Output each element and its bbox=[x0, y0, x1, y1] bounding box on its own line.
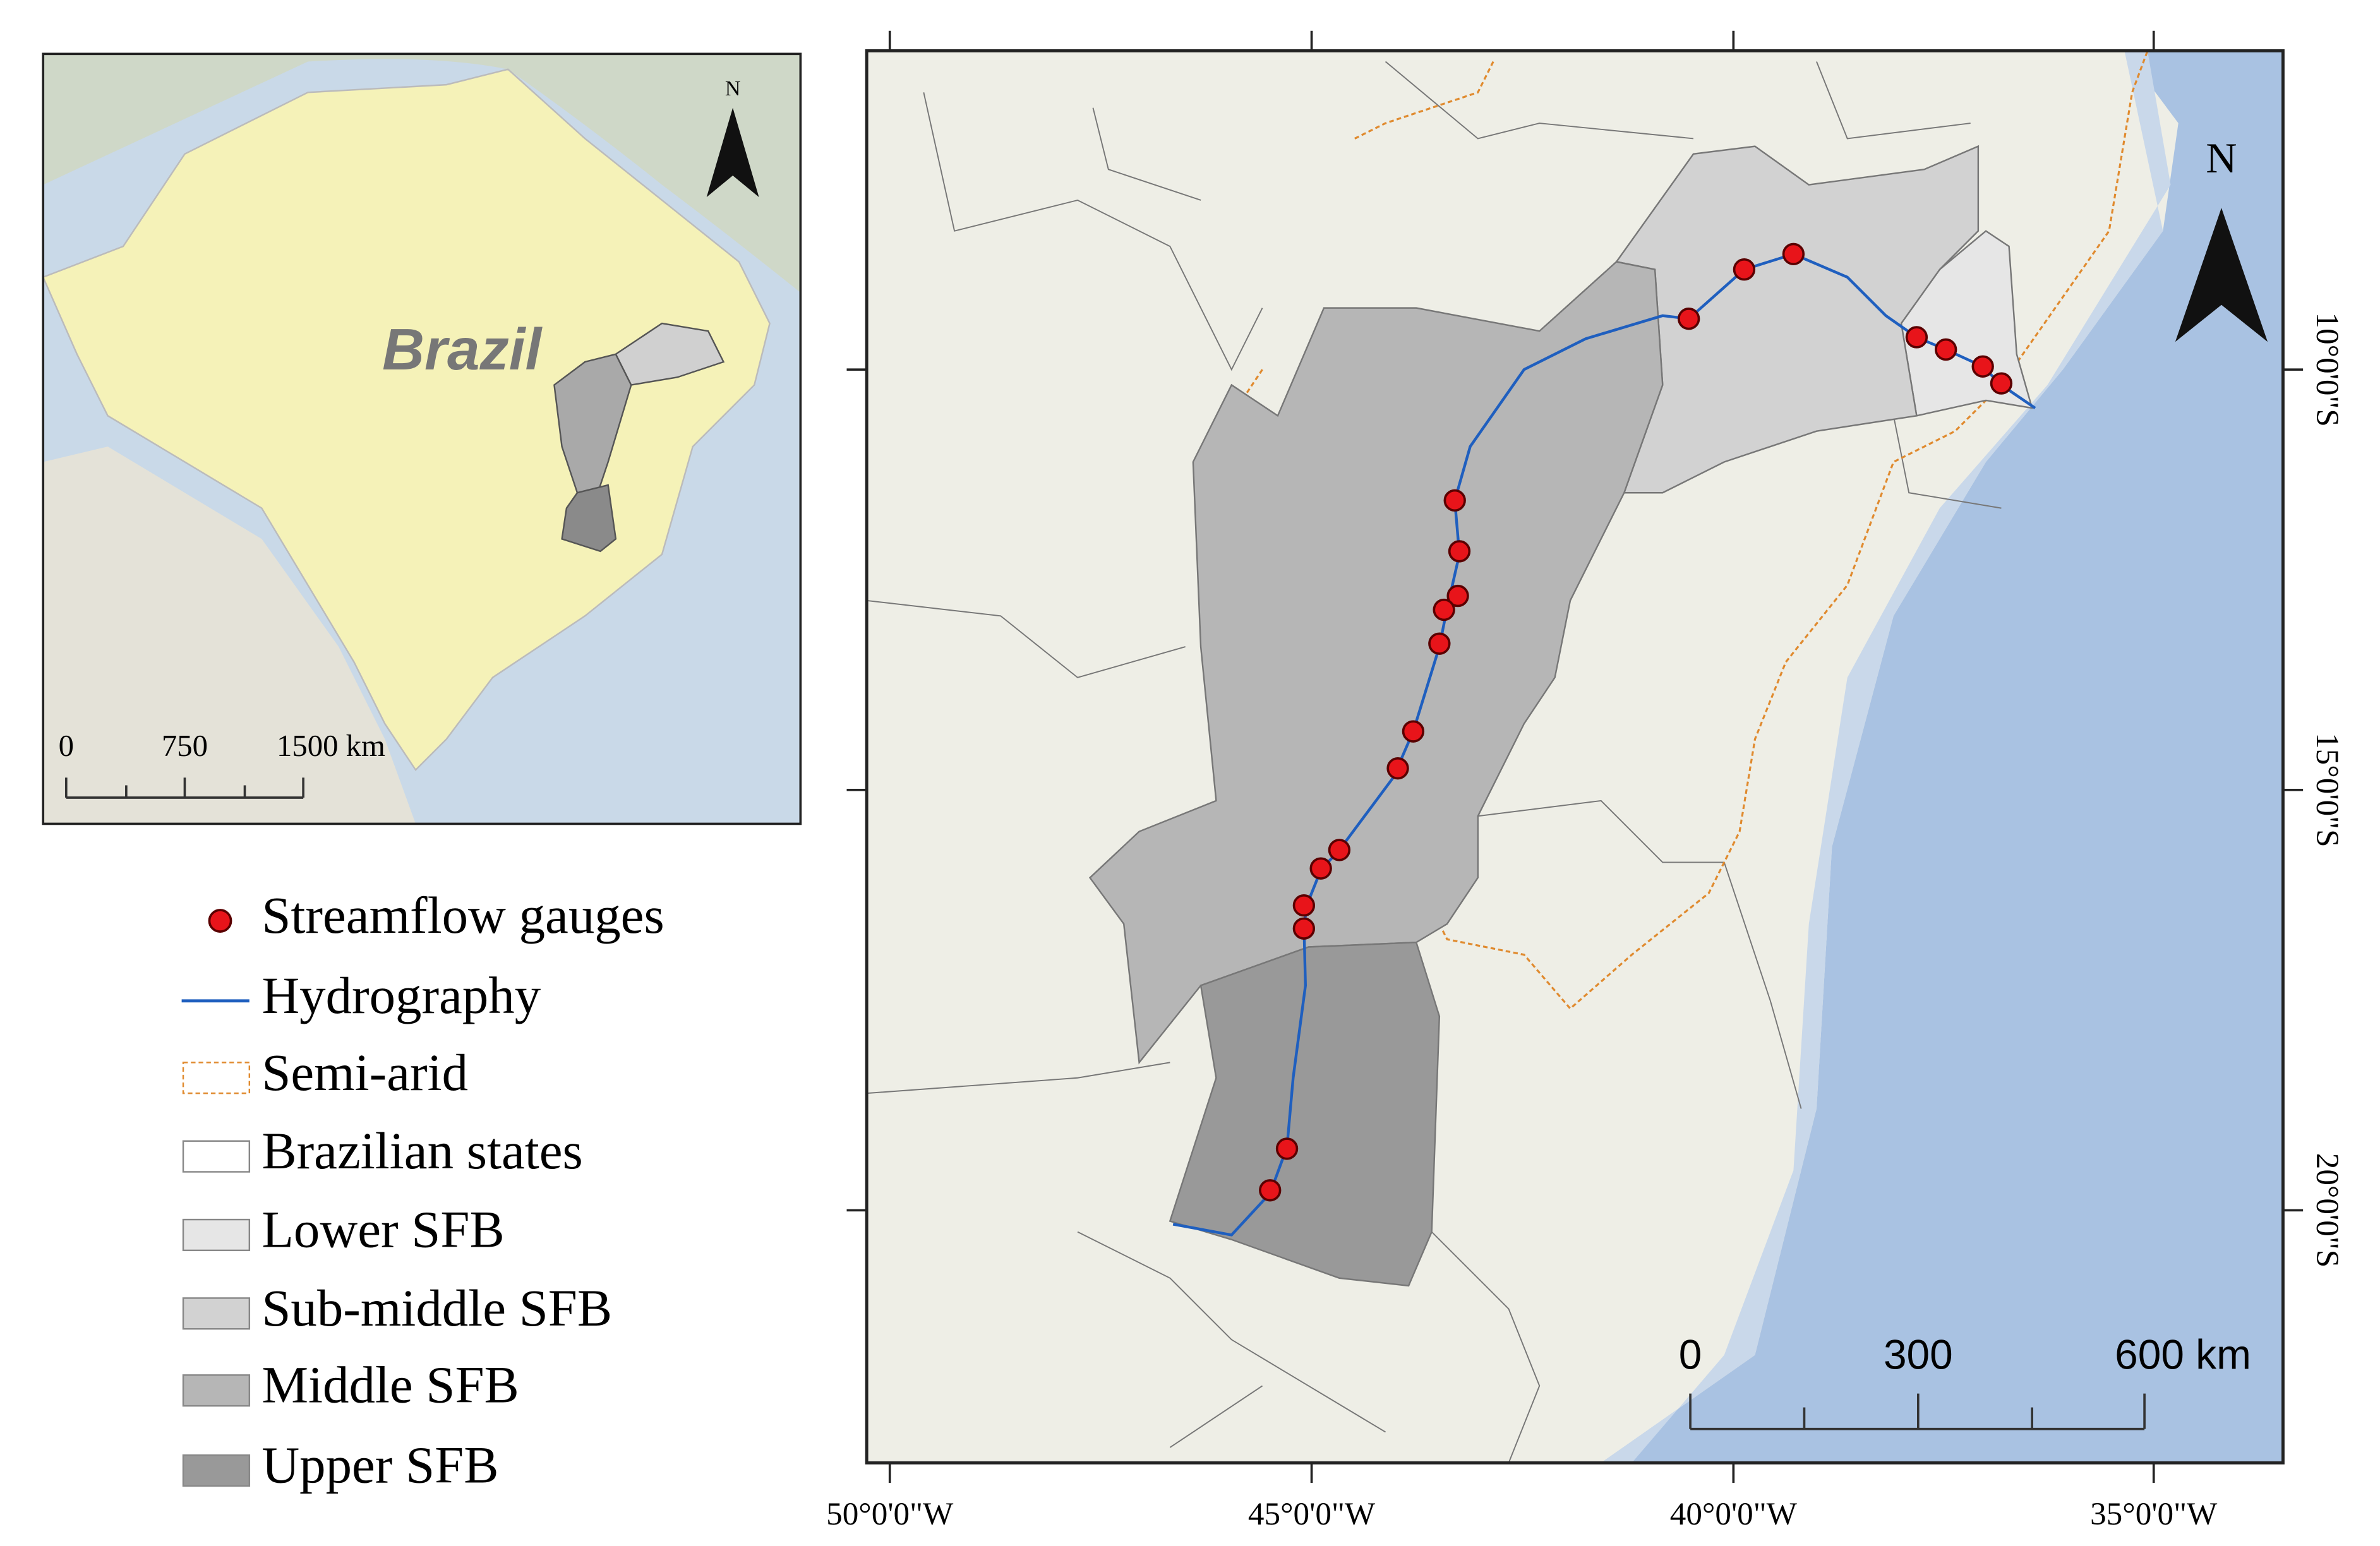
gauge bbox=[1443, 489, 1466, 512]
inset-north-label: N bbox=[725, 77, 741, 100]
hydrography bbox=[1172, 252, 2036, 1237]
inset-sub-middle-sfb bbox=[615, 322, 725, 386]
gauge bbox=[1292, 894, 1316, 917]
gauge bbox=[1309, 857, 1332, 880]
inset-land bbox=[43, 54, 801, 293]
gauge bbox=[1328, 839, 1351, 861]
main-map: N 0 300 600 km bbox=[846, 30, 2304, 1483]
legend-label: Middle SFB bbox=[261, 1356, 519, 1414]
longitude-label: 50°0'0"W bbox=[826, 1496, 954, 1532]
inset-land-south bbox=[43, 446, 416, 824]
legend-label: Hydrography bbox=[261, 966, 541, 1024]
north-arrow bbox=[2175, 208, 2268, 342]
scale-label: 0 bbox=[1679, 1331, 1702, 1378]
gauge bbox=[1428, 632, 1451, 655]
inset-scale-label: 750 bbox=[162, 729, 208, 763]
gauge bbox=[1446, 584, 1469, 608]
inset-north-arrow bbox=[706, 107, 759, 198]
legend-labels: Streamflow gauges Hydrography Semi-arid Bra… bbox=[261, 886, 664, 1494]
legend-label: Streamflow gauges bbox=[261, 886, 664, 944]
north-label: N bbox=[2206, 134, 2237, 182]
legend-label: Lower SFB bbox=[261, 1200, 504, 1258]
upper-sfb bbox=[1169, 941, 1441, 1287]
scale-label: 300 bbox=[1884, 1331, 1953, 1378]
graticule-ticks bbox=[846, 30, 2304, 1483]
gauge bbox=[1971, 355, 1994, 378]
scale-label: 600 km bbox=[2115, 1331, 2251, 1378]
gauge bbox=[1935, 338, 1957, 361]
inset-scale-label: 0 bbox=[59, 729, 74, 763]
legend-states-symbol bbox=[182, 1140, 251, 1173]
map-frame bbox=[865, 49, 2285, 1465]
gauge bbox=[1292, 917, 1316, 940]
gauge bbox=[1402, 720, 1425, 743]
longitude-label: 40°0'0"W bbox=[1670, 1496, 1798, 1532]
inset-frame bbox=[42, 52, 802, 825]
legend-label: Upper SFB bbox=[261, 1436, 498, 1494]
legend: Streamflow gauges Hydrography Semi-arid Bra… bbox=[181, 886, 664, 1494]
longitude-label: 35°0'0"W bbox=[2090, 1496, 2218, 1532]
gauge bbox=[1782, 243, 1805, 265]
gauge bbox=[1275, 1137, 1299, 1160]
gauge bbox=[1259, 1179, 1282, 1202]
longitude-label: 45°0'0"W bbox=[1248, 1496, 1376, 1532]
latitude-label: 15°0'0"S bbox=[2309, 733, 2345, 847]
legend-label: Semi-arid bbox=[261, 1043, 468, 1101]
map-ocean bbox=[1601, 51, 2283, 1463]
brazil bbox=[42, 68, 771, 772]
inset-upper-sfb bbox=[561, 484, 617, 553]
legend-label: Brazilian states bbox=[261, 1122, 582, 1180]
legend-semiarid-symbol bbox=[182, 1062, 251, 1094]
gauge bbox=[1905, 326, 1928, 349]
legend-upper-symbol bbox=[182, 1454, 251, 1487]
legend-lower-symbol bbox=[182, 1218, 251, 1252]
legend-label: Sub-middle SFB bbox=[261, 1279, 612, 1337]
gauge bbox=[1386, 757, 1409, 780]
scale-bar bbox=[1689, 1393, 2146, 1430]
latitude-label: 10°0'0"S bbox=[2309, 312, 2345, 426]
inset-scale-label: 1500 km bbox=[277, 729, 385, 763]
inset-map: Brazil N 0 750 1500 km bbox=[42, 52, 802, 825]
gauge bbox=[1678, 308, 1700, 330]
inset-middle-sfb bbox=[553, 353, 632, 510]
gauge bbox=[1433, 598, 1455, 621]
inset-scale-bar bbox=[64, 777, 304, 799]
gauge bbox=[1733, 258, 1756, 281]
legend-submiddle-symbol bbox=[182, 1297, 251, 1330]
legend-gauge-symbol bbox=[208, 909, 232, 933]
streamflow-gauges bbox=[1259, 243, 2013, 1202]
gauge bbox=[1448, 540, 1471, 563]
latitude-label: 20°0'0"S bbox=[2309, 1153, 2345, 1267]
inset-label: Brazil bbox=[382, 316, 543, 382]
gauge bbox=[1990, 372, 2013, 395]
legend-middle-symbol bbox=[182, 1374, 251, 1407]
